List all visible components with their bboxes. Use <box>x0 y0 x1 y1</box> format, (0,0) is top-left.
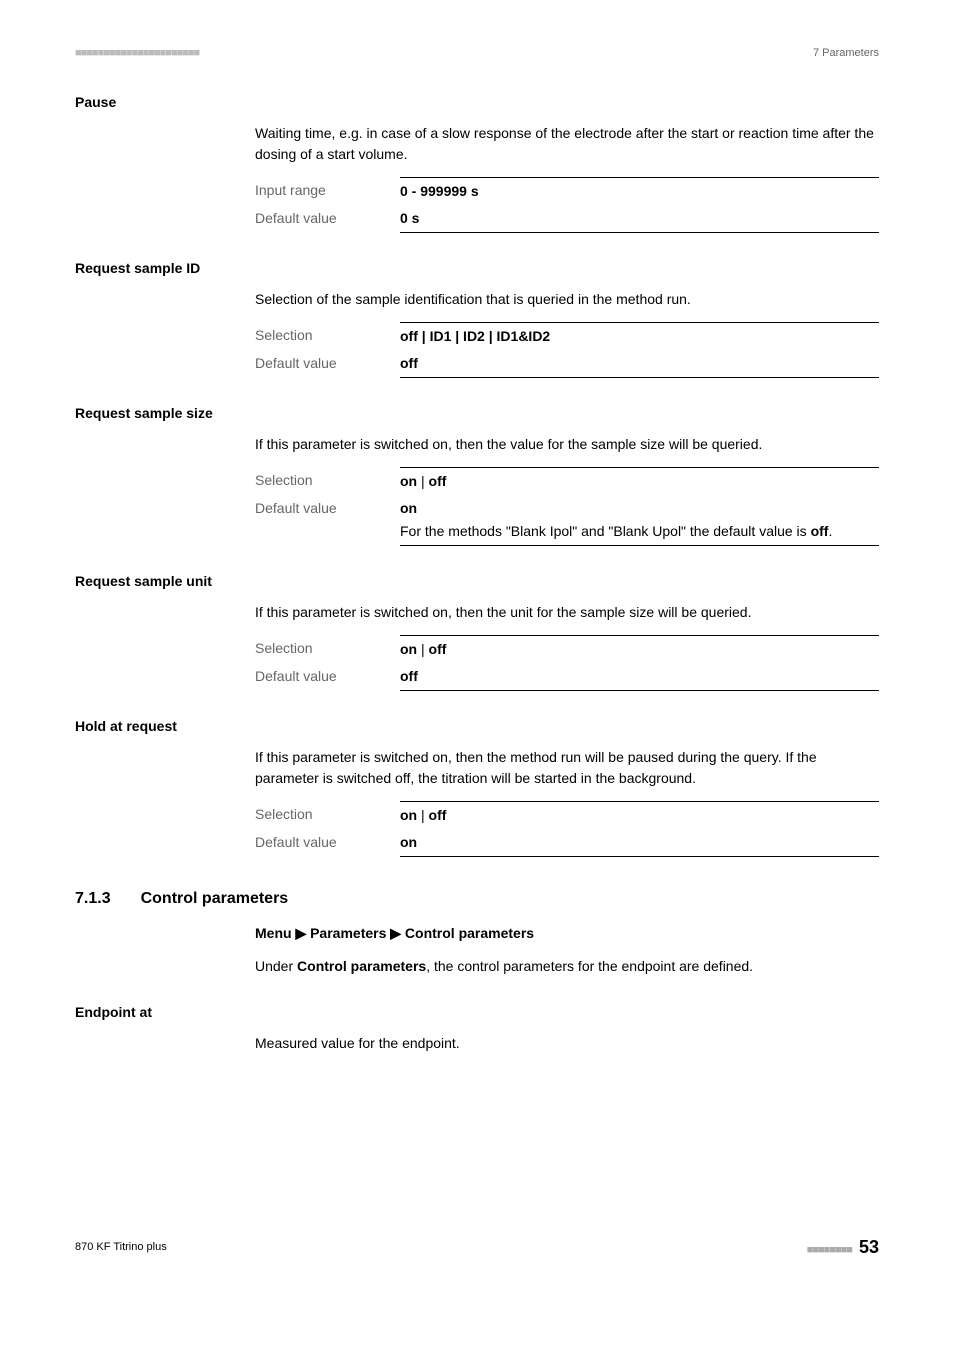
desc-suffix: , the control parameters for the endpoin… <box>426 958 753 974</box>
page-footer: 870 KF Titrino plus ■■■■■■■■ 53 <box>75 1234 879 1261</box>
param-desc-hold-at-request: If this parameter is switched on, then t… <box>255 747 879 789</box>
param-name-request-sample-unit: Request sample unit <box>75 571 879 592</box>
param-desc-request-sample-size: If this parameter is switched on, then t… <box>255 434 879 455</box>
note-prefix: For the methods "Blank Ipol" and "Blank … <box>400 523 811 539</box>
default-label: Default value <box>255 495 400 546</box>
table-row: Selection on | off <box>255 467 879 495</box>
table-row: Default value on <box>255 829 879 857</box>
param-name-pause: Pause <box>75 92 879 113</box>
table-row: Selection on | off <box>255 635 879 663</box>
default-value: on <box>400 829 879 857</box>
default-label: Default value <box>255 663 400 691</box>
table-row: Default value off <box>255 350 879 378</box>
note-bold: off <box>811 523 829 539</box>
footer-right-group: ■■■■■■■■ 53 <box>807 1234 879 1261</box>
param-desc-request-sample-id: Selection of the sample identification t… <box>255 289 879 310</box>
selection-label: Selection <box>255 801 400 829</box>
table-row: Default value on For the methods "Blank … <box>255 495 879 546</box>
param-desc-pause: Waiting time, e.g. in case of a slow res… <box>255 123 879 165</box>
table-row: Default value 0 s <box>255 205 879 233</box>
header-marks: ■■■■■■■■■■■■■■■■■■■■■■ <box>75 45 199 62</box>
selection-label: Selection <box>255 322 400 350</box>
param-desc-request-sample-unit: If this parameter is switched on, then t… <box>255 602 879 623</box>
selection-off: off <box>429 473 447 489</box>
page-header: ■■■■■■■■■■■■■■■■■■■■■■ 7 Parameters <box>75 45 879 62</box>
default-value: 0 s <box>400 205 879 233</box>
input-range-value: 0 - 999999 s <box>400 177 879 205</box>
default-value: off <box>400 663 879 691</box>
table-row: Selection on | off <box>255 801 879 829</box>
param-table-hold-at-request: Selection on | off Default value on <box>255 801 879 857</box>
selection-off: off <box>429 807 447 823</box>
selection-value: on | off <box>400 467 879 495</box>
table-row: Selection off | ID1 | ID2 | ID1&ID2 <box>255 322 879 350</box>
default-label: Default value <box>255 350 400 378</box>
selection-value: off | ID1 | ID2 | ID1&ID2 <box>400 322 879 350</box>
param-name-endpoint-at: Endpoint at <box>75 1002 879 1023</box>
footer-page: 53 <box>859 1237 879 1257</box>
param-name-request-sample-size: Request sample size <box>75 403 879 424</box>
table-row: Input range 0 - 999999 s <box>255 177 879 205</box>
section-title: Control parameters <box>141 887 289 911</box>
selection-on: on <box>400 473 417 489</box>
menu-path: Menu ▶ Parameters ▶ Control parameters <box>255 923 879 944</box>
default-value-cell: on For the methods "Blank Ipol" and "Bla… <box>400 495 879 546</box>
section-number: 7.1.3 <box>75 887 111 911</box>
default-label: Default value <box>255 205 400 233</box>
section-heading: 7.1.3 Control parameters <box>75 887 879 911</box>
selection-value: on | off <box>400 801 879 829</box>
selection-off: off <box>429 641 447 657</box>
param-table-pause: Input range 0 - 999999 s Default value 0… <box>255 177 879 233</box>
param-name-hold-at-request: Hold at request <box>75 716 879 737</box>
param-table-request-sample-unit: Selection on | off Default value off <box>255 635 879 691</box>
desc-prefix: Under <box>255 958 297 974</box>
default-label: Default value <box>255 829 400 857</box>
input-range-label: Input range <box>255 177 400 205</box>
selection-on: on <box>400 641 417 657</box>
selection-label: Selection <box>255 467 400 495</box>
desc-bold: Control parameters <box>297 958 426 974</box>
selection-on: on <box>400 807 417 823</box>
default-value: on <box>400 500 417 516</box>
default-note: For the methods "Blank Ipol" and "Blank … <box>400 521 879 542</box>
param-table-request-sample-size: Selection on | off Default value on For … <box>255 467 879 546</box>
header-chapter: 7 Parameters <box>813 45 879 62</box>
selection-label: Selection <box>255 635 400 663</box>
param-table-request-sample-id: Selection off | ID1 | ID2 | ID1&ID2 Defa… <box>255 322 879 378</box>
table-row: Default value off <box>255 663 879 691</box>
param-desc-endpoint-at: Measured value for the endpoint. <box>255 1033 879 1054</box>
section-desc: Under Control parameters, the control pa… <box>255 956 879 977</box>
selection-value: on | off <box>400 635 879 663</box>
param-name-request-sample-id: Request sample ID <box>75 258 879 279</box>
note-suffix: . <box>828 523 832 539</box>
default-value: off <box>400 350 879 378</box>
footer-marks: ■■■■■■■■ <box>807 1244 852 1256</box>
footer-left: 870 KF Titrino plus <box>75 1239 167 1256</box>
